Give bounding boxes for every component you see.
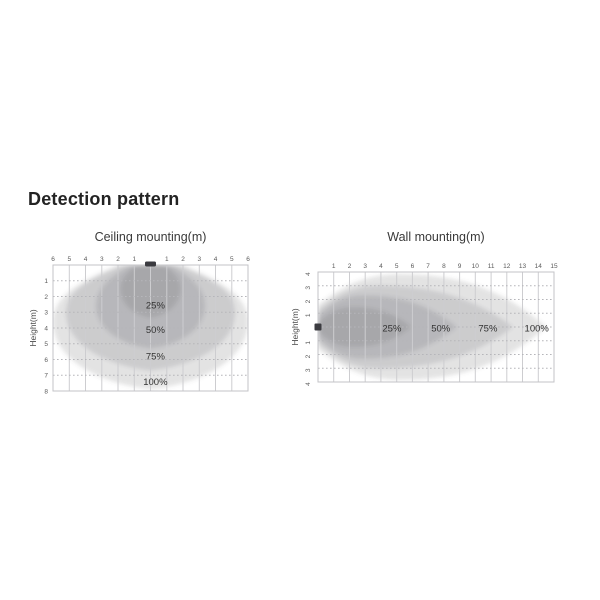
wall-grid (317, 271, 555, 383)
y-tick-label: 8 (44, 388, 48, 395)
zone-75-label: 75% (146, 352, 166, 363)
x-tick-label: 2 (116, 256, 120, 263)
x-tick-label: 4 (379, 263, 383, 270)
ceiling-sensor-icon (145, 261, 156, 267)
zone-100-label: 100% (525, 324, 550, 335)
y-tick-label: 2 (305, 354, 312, 358)
x-tick-label: 1 (165, 256, 169, 263)
x-tick-label: 5 (67, 256, 71, 263)
y-tick-label: 3 (305, 368, 312, 372)
zone-75-label: 75% (478, 324, 498, 335)
x-tick-label: 3 (100, 256, 104, 263)
zone-50-label: 50% (431, 324, 451, 335)
y-tick-label: 3 (44, 310, 48, 317)
x-tick-label: 1 (332, 263, 336, 270)
x-tick-label: 2 (181, 256, 185, 263)
x-tick-label: 2 (348, 263, 352, 270)
wall-sensor-icon (314, 323, 322, 331)
x-tick-label: 13 (519, 263, 527, 270)
y-tick-label: 1 (305, 313, 312, 317)
y-tick-label: 2 (305, 299, 312, 303)
ceiling-chart-canvas: 6 5 4 3 2 1 1 2 3 4 5 6 1 2 3 4 5 6 7 8 Height(m) 100% 75% 50% 2… (28, 256, 250, 395)
ceiling-grid (52, 264, 249, 392)
y-tick-label: 2 (44, 294, 48, 301)
wall-mounting-chart: 1 2 3 4 5 6 7 8 9 10 11 12 13 14 15 4 3 2 1 1 2 3 4 Height(m) 10… (290, 255, 565, 395)
x-tick-label: 4 (214, 256, 218, 263)
x-tick-label: 7 (426, 263, 430, 270)
x-tick-label: 11 (488, 263, 495, 270)
x-tick-label: 12 (503, 263, 511, 270)
ceiling-mounting-chart: 6 5 4 3 2 1 1 2 3 4 5 6 1 2 3 4 5 6 7 8 Height(m) 100% 75% 50% 2… (28, 250, 260, 400)
x-tick-label: 6 (51, 256, 55, 263)
wall-zones (318, 274, 547, 380)
x-tick-label: 5 (230, 256, 234, 263)
x-tick-label: 14 (535, 263, 543, 270)
wall-chart-title: Wall mounting(m) (387, 230, 485, 244)
y-tick-label: 1 (305, 341, 312, 345)
x-tick-label: 5 (395, 263, 399, 270)
y-tick-label: 7 (44, 373, 48, 380)
x-tick-label: 10 (472, 263, 480, 270)
zone-100-label: 100% (143, 377, 168, 388)
x-tick-label: 15 (550, 263, 558, 270)
zone-25-area (318, 307, 411, 347)
zone-25-label: 25% (146, 300, 166, 311)
x-tick-label: 9 (458, 263, 462, 270)
y-tick-label: 5 (44, 341, 48, 348)
y-tick-label: 4 (44, 325, 48, 332)
y-tick-label: 3 (305, 286, 312, 290)
page-title: Detection pattern (28, 189, 180, 209)
x-tick-label: 3 (197, 256, 201, 263)
zone-50-label: 50% (146, 325, 166, 336)
y-axis-title: Height(m) (28, 309, 38, 346)
x-tick-label: 6 (246, 256, 250, 263)
y-axis-title: Height(m) (290, 308, 300, 345)
x-tick-label: 1 (132, 256, 136, 263)
x-tick-label: 4 (84, 256, 88, 263)
y-tick-label: 6 (44, 357, 48, 364)
y-tick-label: 1 (44, 278, 48, 285)
x-tick-label: 8 (442, 263, 446, 270)
x-tick-label: 6 (411, 263, 415, 270)
zone-25-label: 25% (382, 324, 402, 335)
x-tick-label: 3 (363, 263, 367, 270)
y-tick-label: 4 (305, 382, 312, 386)
y-tick-label: 4 (305, 272, 312, 276)
ceiling-chart-title: Ceiling mounting(m) (94, 230, 207, 244)
